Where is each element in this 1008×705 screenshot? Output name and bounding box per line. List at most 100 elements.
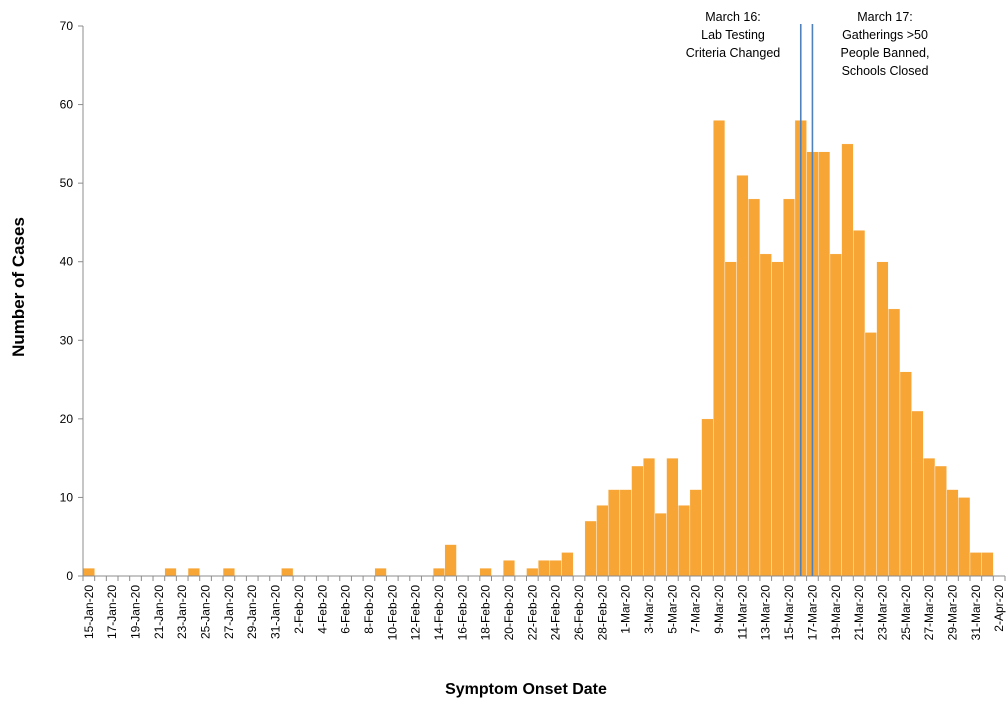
x-tick-label: 29-Jan-20 xyxy=(245,585,259,639)
x-tick-label: 25-Mar-20 xyxy=(899,585,913,641)
bar xyxy=(666,457,679,577)
x-tick-label: 19-Jan-20 xyxy=(129,585,143,639)
bar xyxy=(561,552,574,577)
x-tick-label: 13-Mar-20 xyxy=(759,585,773,641)
x-tick-label: 22-Feb-20 xyxy=(525,585,539,641)
bar xyxy=(783,198,796,577)
annotation-text: March 16: xyxy=(705,10,761,24)
bar xyxy=(631,465,644,577)
y-tick-label: 30 xyxy=(60,333,74,347)
bar xyxy=(643,457,656,577)
x-tick-label: 20-Feb-20 xyxy=(502,585,516,641)
annotations-layer: March 16: Lab Testing Criteria Changed Marc… xyxy=(686,10,929,576)
bar xyxy=(771,261,784,577)
bar xyxy=(432,567,445,577)
x-tick-label: 9-Mar-20 xyxy=(712,585,726,634)
bar xyxy=(537,560,551,577)
bar xyxy=(736,175,749,577)
x-tick-label: 23-Jan-20 xyxy=(175,585,189,639)
y-tick-label: 70 xyxy=(60,19,74,33)
x-tick-label: 12-Feb-20 xyxy=(409,585,423,641)
bar xyxy=(549,560,562,577)
bars-layer xyxy=(82,120,994,577)
bar xyxy=(502,560,516,577)
annotation-text: Lab Testing xyxy=(701,28,765,42)
x-tick-label: 31-Jan-20 xyxy=(269,585,283,639)
bar xyxy=(222,567,235,577)
bar xyxy=(479,567,492,577)
x-tick-label: 1-Mar-20 xyxy=(619,585,633,634)
x-tick-label: 18-Feb-20 xyxy=(479,585,493,641)
x-tick-label: 28-Feb-20 xyxy=(595,585,609,641)
bar xyxy=(374,567,387,577)
bar xyxy=(899,371,912,577)
x-tick-label: 19-Mar-20 xyxy=(829,585,843,641)
x-tick-label: 7-Mar-20 xyxy=(689,585,703,634)
bar xyxy=(911,410,924,577)
y-tick-label: 10 xyxy=(60,490,74,504)
bar xyxy=(689,489,702,577)
bar xyxy=(678,505,691,577)
bar xyxy=(82,567,95,577)
bar xyxy=(958,497,971,577)
bar xyxy=(841,143,854,577)
x-tick-label: 8-Feb-20 xyxy=(362,585,376,634)
annotation-text: Schools Closed xyxy=(842,64,929,78)
annotation-text: Criteria Changed xyxy=(686,46,781,60)
x-tick-label: 16-Feb-20 xyxy=(455,585,469,641)
x-tick-label: 27-Mar-20 xyxy=(922,585,936,641)
x-tick-label: 3-Mar-20 xyxy=(642,585,656,634)
bar xyxy=(619,489,632,577)
bar xyxy=(888,308,901,577)
bar xyxy=(596,505,609,577)
x-tick-label: 31-Mar-20 xyxy=(969,585,983,641)
bar xyxy=(444,544,457,577)
x-tick-label: 2-Apr-20 xyxy=(992,585,1006,632)
x-tick-label: 10-Feb-20 xyxy=(385,585,399,641)
bar xyxy=(701,418,714,577)
x-tick-label: 27-Jan-20 xyxy=(222,585,236,639)
x-tick-label: 15-Mar-20 xyxy=(782,585,796,641)
bar xyxy=(654,512,667,577)
x-tick-label: 21-Mar-20 xyxy=(852,585,866,641)
x-axis-title: Symptom Onset Date xyxy=(445,681,607,698)
bar xyxy=(724,261,737,577)
y-tick-label: 50 xyxy=(60,176,74,190)
bar xyxy=(713,120,726,577)
bar xyxy=(853,230,866,577)
x-tick-label: 25-Jan-20 xyxy=(199,585,213,639)
bar xyxy=(934,465,947,577)
bar xyxy=(187,567,200,577)
y-tick-label: 40 xyxy=(60,255,74,269)
bar xyxy=(923,457,936,577)
bar xyxy=(281,567,294,577)
bar xyxy=(607,489,621,577)
x-tick-label: 24-Feb-20 xyxy=(549,585,563,641)
x-tick-label: 17-Mar-20 xyxy=(805,585,819,641)
x-tick-label: 21-Jan-20 xyxy=(152,585,166,639)
bar xyxy=(526,567,539,577)
x-tick-label: 4-Feb-20 xyxy=(315,585,329,634)
x-tick-label: 5-Mar-20 xyxy=(665,585,679,634)
axes-layer: 0 10 20 30 40 50 60 70 15-Jan-20 17-Jan-20 19-Jan-… xyxy=(60,19,1007,640)
bar xyxy=(818,151,831,577)
y-axis-title: Number of Cases xyxy=(9,217,28,357)
bar xyxy=(759,253,772,577)
bar xyxy=(876,261,889,577)
bar xyxy=(164,567,177,577)
x-tick-label: 29-Mar-20 xyxy=(945,585,959,641)
bar xyxy=(584,520,597,577)
bar xyxy=(946,489,959,577)
x-tick-label: 17-Jan-20 xyxy=(105,585,119,639)
bar xyxy=(864,332,877,577)
y-tick-label: 60 xyxy=(60,98,74,112)
x-tick-label: 23-Mar-20 xyxy=(875,585,889,641)
x-tick-label: 15-Jan-20 xyxy=(82,585,96,639)
x-tick-label: 11-Mar-20 xyxy=(735,585,749,640)
y-tick-label: 0 xyxy=(66,569,73,583)
x-tick-label: 26-Feb-20 xyxy=(572,585,586,641)
bar xyxy=(969,552,982,577)
bar xyxy=(748,198,761,577)
